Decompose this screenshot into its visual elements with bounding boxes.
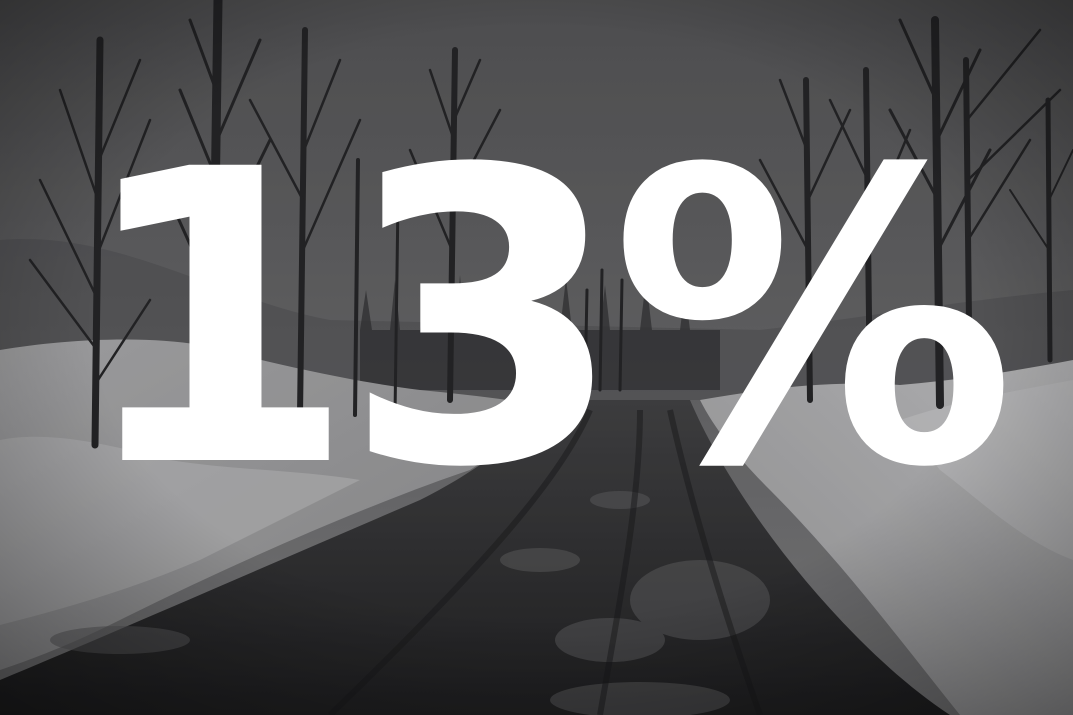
- stat-text: 13%: [74, 84, 1016, 556]
- stat-percentage: 13%: [0, 118, 1073, 523]
